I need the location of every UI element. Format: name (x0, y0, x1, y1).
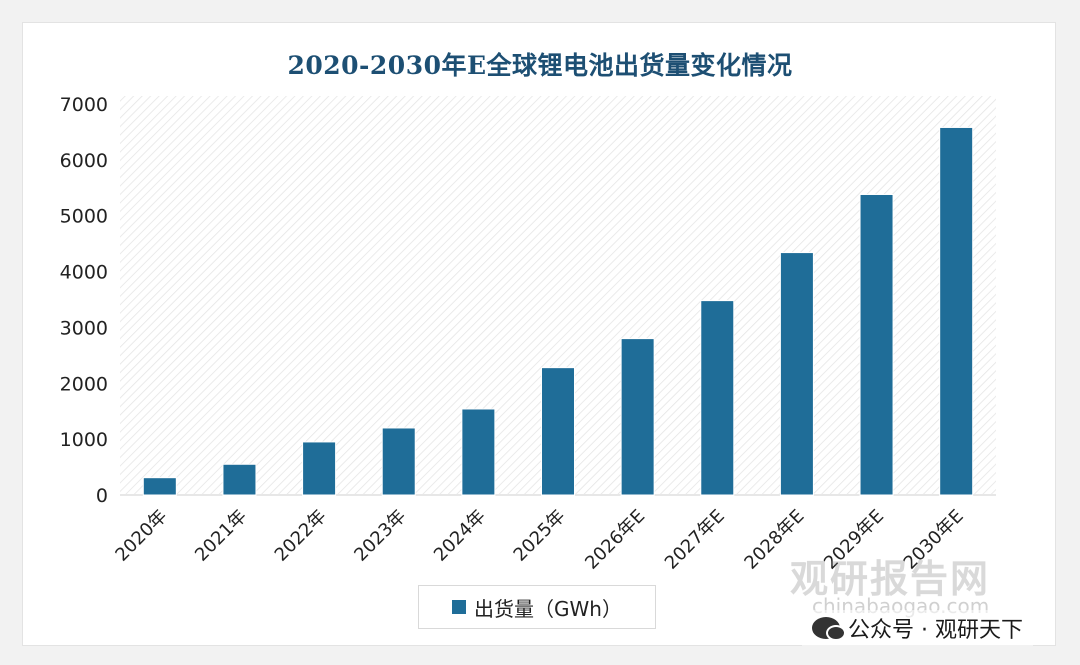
y-tick-label: 7000 (60, 94, 108, 116)
x-tick-label: 2025年 (510, 506, 570, 566)
bar (700, 300, 735, 496)
bar (381, 427, 416, 496)
x-tick-label: 2026年E (581, 506, 649, 574)
legend: 出货量（GWh） (418, 585, 656, 629)
y-tick-label: 5000 (60, 206, 108, 228)
y-axis: 0 1000 2000 3000 4000 5000 6000 7000 (60, 94, 108, 507)
bar (142, 477, 177, 496)
x-tick-label: 2021年 (191, 506, 251, 566)
bar (859, 193, 894, 496)
y-tick-label: 0 (96, 485, 108, 507)
bar (779, 252, 814, 496)
x-tick-label: 2024年 (430, 506, 490, 566)
bar (461, 408, 496, 496)
watermark-brand: 观研报告网 (790, 557, 991, 601)
wechat-badge[interactable]: 公众号 · 观研天下 (802, 610, 1033, 646)
bar (939, 126, 974, 496)
bar (620, 338, 655, 496)
bars (142, 126, 974, 496)
chart-title: 2020-2030年E全球锂电池出货量变化情况 (287, 51, 793, 80)
y-tick-label: 6000 (60, 150, 108, 172)
bar (541, 367, 575, 496)
x-tick-label: 2020年 (111, 506, 171, 566)
bar (302, 441, 337, 496)
wechat-icon (812, 617, 846, 641)
legend-swatch (452, 600, 467, 614)
wechat-label: 公众号 · 观研天下 (848, 618, 1023, 643)
y-tick-label: 3000 (60, 317, 108, 339)
y-tick-label: 2000 (60, 373, 108, 395)
x-tick-label: 2022年 (271, 506, 331, 566)
bar (222, 463, 257, 496)
y-tick-label: 1000 (60, 429, 108, 451)
x-tick-label: 2027年E (661, 506, 729, 574)
x-tick-label: 2023年 (350, 506, 410, 566)
legend-label: 出货量（GWh） (474, 596, 622, 621)
y-tick-label: 4000 (60, 262, 108, 284)
